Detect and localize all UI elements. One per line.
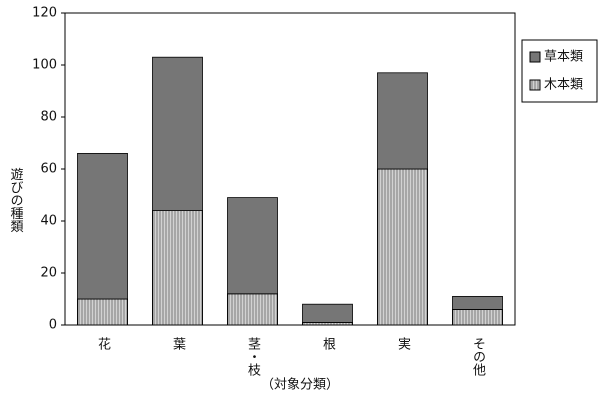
x-tick-label: 根 bbox=[320, 337, 336, 350]
y-axis-label: 遊びの種類 bbox=[8, 168, 24, 233]
y-tick-label: 100 bbox=[32, 58, 57, 73]
bar-stripes bbox=[227, 293, 278, 326]
x-tick-label: 葉 bbox=[170, 337, 186, 350]
legend-swatch bbox=[529, 51, 541, 63]
x-tick-label: その他 bbox=[470, 337, 486, 377]
x-tick-label: 茎・枝 bbox=[245, 337, 261, 376]
bar-segment bbox=[452, 295, 503, 310]
y-tick-label: 0 bbox=[49, 318, 57, 333]
legend-box bbox=[521, 39, 598, 103]
x-axis-label: （対象分類） bbox=[261, 378, 339, 393]
bar-segment bbox=[152, 56, 203, 211]
y-tick-label: 60 bbox=[40, 162, 57, 177]
plot-frame bbox=[64, 12, 516, 326]
bar-stripes bbox=[452, 308, 503, 326]
y-tick-label: 40 bbox=[40, 214, 57, 229]
bar-segment bbox=[227, 197, 278, 295]
bar-segment bbox=[377, 72, 428, 170]
bar-segment bbox=[302, 303, 353, 323]
legend-stripes bbox=[529, 79, 541, 91]
bar-stripes bbox=[377, 168, 428, 326]
y-tick-label: 80 bbox=[40, 110, 57, 125]
y-tick-label: 20 bbox=[40, 266, 57, 281]
legend-label: 草本類 bbox=[544, 50, 583, 65]
bar-stripes bbox=[152, 210, 203, 326]
legend-label: 木本類 bbox=[544, 78, 583, 93]
bar-segment bbox=[77, 152, 128, 300]
bar-stripes bbox=[77, 298, 128, 326]
x-tick-label: 実 bbox=[395, 336, 411, 350]
x-tick-label: 花 bbox=[95, 336, 111, 351]
y-tick-label: 120 bbox=[32, 6, 57, 21]
